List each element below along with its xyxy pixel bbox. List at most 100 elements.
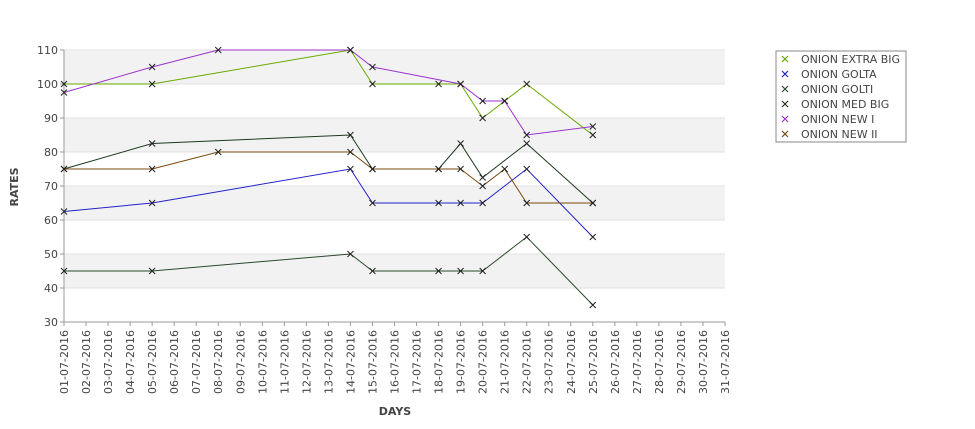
data-point xyxy=(589,131,597,139)
legend-label: ONION EXTRA BIG xyxy=(801,53,900,66)
y-axis-title: RATES xyxy=(8,167,21,206)
legend-item: ONION NEW I xyxy=(781,113,874,126)
background-band xyxy=(64,220,725,254)
legend-marker xyxy=(781,130,789,138)
data-point xyxy=(347,148,354,156)
x-tick-label: 18-07-2016 xyxy=(433,330,446,394)
x-tick-label: 01-07-2016 xyxy=(58,330,71,394)
data-point xyxy=(60,208,68,215)
x-tick-label: 31-07-2016 xyxy=(719,330,732,394)
x-axis-title: DAYS xyxy=(379,405,412,418)
legend-label: ONION NEW II xyxy=(801,128,878,141)
data-point xyxy=(347,131,354,139)
data-point xyxy=(435,267,442,275)
data-point xyxy=(369,165,376,173)
data-point xyxy=(479,267,486,275)
x-tick-label: 08-07-2016 xyxy=(212,330,225,394)
data-point xyxy=(479,97,486,105)
x-tick-label: 14-07-2016 xyxy=(344,330,357,394)
x-tick-label: 30-07-2016 xyxy=(697,330,710,394)
x-tick-label: 25-07-2016 xyxy=(587,330,600,394)
x-tick-label: 12-07-2016 xyxy=(300,330,313,394)
data-point xyxy=(214,46,222,54)
x-tick-label: 29-07-2016 xyxy=(675,330,688,394)
x-tick-label: 09-07-2016 xyxy=(234,330,247,394)
x-tick-label: 16-07-2016 xyxy=(389,330,402,394)
x-tick-label: 28-07-2016 xyxy=(653,330,666,394)
x-tick-label: 15-07-2016 xyxy=(366,330,379,394)
x-tick-label: 03-07-2016 xyxy=(102,330,115,394)
x-tick-label: 04-07-2016 xyxy=(124,330,137,394)
x-tick-label: 24-07-2016 xyxy=(565,330,578,394)
data-point xyxy=(501,97,509,105)
data-point xyxy=(148,140,156,147)
legend-marker xyxy=(781,115,789,123)
y-tick-label: 60 xyxy=(44,214,58,227)
x-tick-label: 20-07-2016 xyxy=(477,330,490,394)
data-point xyxy=(435,80,442,88)
legend-label: ONION GOLTA xyxy=(801,68,877,81)
x-tick-label: 06-07-2016 xyxy=(168,330,181,394)
data-point xyxy=(523,80,531,88)
data-point xyxy=(148,63,156,71)
series-group xyxy=(60,46,597,309)
data-point xyxy=(435,165,442,173)
x-tick-label: 10-07-2016 xyxy=(256,330,269,394)
data-point xyxy=(60,267,68,275)
data-point xyxy=(523,233,531,241)
x-tick-label: 26-07-2016 xyxy=(609,330,622,394)
legend-marker xyxy=(781,70,789,78)
data-point xyxy=(60,80,68,88)
series-onion-golti xyxy=(60,233,597,309)
data-point xyxy=(479,199,486,207)
legend-label: ONION NEW I xyxy=(801,113,874,126)
series-onion-new-ii xyxy=(60,148,597,207)
data-point xyxy=(457,165,464,173)
legend: ONION EXTRA BIG ONION GOLTA ONION GOLTI ONI… xyxy=(775,50,907,143)
legend-marker xyxy=(781,55,789,63)
data-point xyxy=(457,140,464,147)
series-line xyxy=(63,49,593,136)
data-point xyxy=(60,89,68,96)
x-tick-label: 21-07-2016 xyxy=(499,330,512,394)
y-tick-label: 50 xyxy=(44,248,58,261)
legend-item: ONION MED BIG xyxy=(781,98,889,111)
legend-item: ONION GOLTI xyxy=(781,83,873,96)
x-tick-label: 11-07-2016 xyxy=(278,330,291,394)
legend-item: ONION EXTRA BIG xyxy=(781,53,900,66)
data-point xyxy=(148,80,156,88)
data-point xyxy=(523,131,531,139)
legend-box xyxy=(775,50,907,143)
y-tick-label: 110 xyxy=(37,44,58,57)
data-point xyxy=(457,199,464,207)
x-tick-label: 27-07-2016 xyxy=(631,330,644,394)
data-point xyxy=(214,148,222,156)
x-tick-label: 19-07-2016 xyxy=(455,330,468,394)
data-point xyxy=(589,123,597,130)
data-point xyxy=(589,199,597,207)
data-point xyxy=(479,174,486,181)
y-axis-ticks: 30 40 50 60 70 80 90 100 110 xyxy=(37,44,64,329)
series-onion-new-i xyxy=(60,46,597,139)
legend-marker xyxy=(781,100,789,108)
data-point xyxy=(369,80,376,88)
data-point xyxy=(523,199,531,207)
data-point xyxy=(523,165,531,173)
y-tick-label: 90 xyxy=(44,112,58,125)
x-tick-label: 02-07-2016 xyxy=(80,330,93,394)
x-tick-label: 23-07-2016 xyxy=(543,330,556,394)
data-point xyxy=(435,199,442,207)
data-point xyxy=(479,114,486,122)
data-point xyxy=(347,250,354,258)
data-point xyxy=(347,46,354,54)
data-point xyxy=(148,165,156,173)
x-tick-label: 07-07-2016 xyxy=(190,330,203,394)
data-point xyxy=(369,63,376,71)
legend-marker xyxy=(781,85,789,93)
background-band xyxy=(64,84,725,118)
data-point xyxy=(479,182,486,190)
data-point xyxy=(457,267,464,275)
background-band xyxy=(64,50,725,84)
x-tick-label: 22-07-2016 xyxy=(521,330,534,394)
